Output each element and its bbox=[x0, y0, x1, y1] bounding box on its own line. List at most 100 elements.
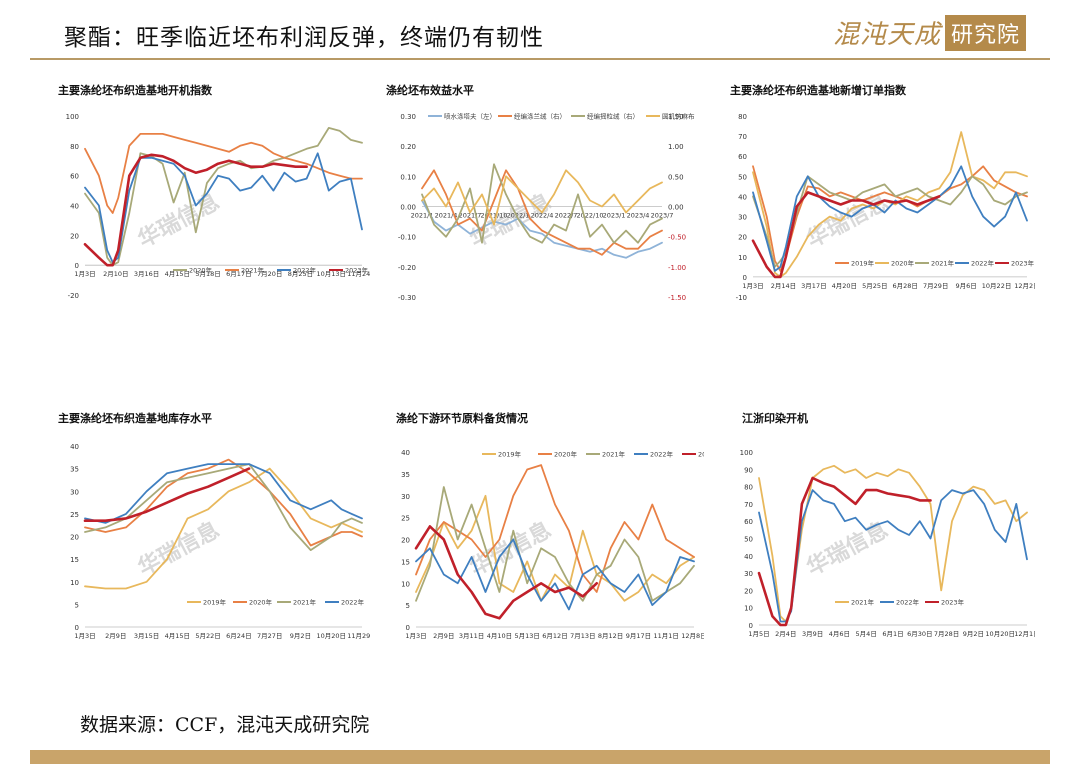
x-tick-label: 7月20日 bbox=[257, 270, 282, 278]
x-tick-label: 6月1日 bbox=[882, 630, 903, 638]
x-tick-label: 11月24日 bbox=[347, 270, 370, 278]
x-tick-label: 10月20日 bbox=[985, 630, 1015, 638]
x-tick-label: 2021/10 bbox=[480, 212, 507, 220]
series-line bbox=[415, 538, 695, 611]
x-tick-label: 2022/7 bbox=[555, 212, 578, 220]
x-tick-label: 9月2日 bbox=[963, 630, 984, 638]
series-line bbox=[84, 458, 363, 547]
y-tick-label: 35 bbox=[70, 466, 79, 474]
series-line bbox=[83, 467, 251, 522]
y2-tick-label: -1.00 bbox=[668, 264, 686, 272]
x-tick-label: 1月3日 bbox=[405, 632, 426, 640]
y-tick-label: 80 bbox=[738, 113, 747, 121]
y-tick-label: 30 bbox=[744, 570, 753, 578]
watermark-text: 华瑞信息 bbox=[134, 189, 224, 253]
y-tick-label: 0.00 bbox=[400, 204, 416, 212]
series-line bbox=[84, 127, 363, 267]
watermark-text: 华瑞信息 bbox=[802, 517, 892, 581]
x-tick-label: 5月22日 bbox=[195, 632, 220, 640]
y-tick-label: 15 bbox=[401, 558, 410, 566]
y-tick-label: 20 bbox=[70, 232, 79, 240]
x-tick-label: 11月29日 bbox=[347, 632, 370, 640]
x-tick-label: 5月4日 bbox=[856, 630, 877, 638]
chart-loom: 华瑞信息 100 80 60 40 20 0 -20 1月3日 2月10日 3月16日 4月15日 5月… bbox=[66, 113, 370, 300]
series-line bbox=[84, 463, 363, 551]
y-tick-label: 30 bbox=[401, 493, 410, 501]
y-tick-label: 25 bbox=[401, 515, 410, 523]
legend-label: 2019年 bbox=[498, 450, 522, 459]
y-tick-label: -0.20 bbox=[398, 264, 416, 272]
series-line bbox=[415, 464, 695, 593]
y2-tick-label: 1.00 bbox=[668, 143, 684, 151]
x-tick-label: 3月16日 bbox=[134, 270, 159, 278]
y-tick-label: 60 bbox=[744, 518, 753, 526]
series-line bbox=[421, 169, 663, 226]
x-tick-label: 2021/1 bbox=[411, 212, 434, 220]
x-tick-label: 9月2日 bbox=[290, 632, 311, 640]
y-tick-label: 50 bbox=[738, 173, 747, 181]
y2-tick-label: -0.50 bbox=[668, 234, 686, 242]
x-tick-label: 8月25日 bbox=[288, 270, 313, 278]
y-tick-label: 5 bbox=[406, 602, 410, 610]
chart-title-inventory: 主要涤纶坯布织造基地库存水平 bbox=[58, 412, 212, 425]
legend-label: 2020年 bbox=[554, 450, 578, 459]
x-tick-label: 1月5日 bbox=[748, 630, 769, 638]
legend-label: 经编摇粒绒（右） bbox=[587, 112, 639, 121]
y-tick-label: 20 bbox=[70, 534, 79, 542]
series-line bbox=[421, 163, 663, 244]
legend-label: 2021年 bbox=[293, 598, 317, 607]
x-tick-label: 6月24日 bbox=[226, 632, 251, 640]
legend-label: 2022年 bbox=[896, 598, 920, 607]
y-tick-label: 0 bbox=[749, 622, 753, 630]
y-tick-label: 20 bbox=[738, 234, 747, 242]
y-tick-label: 25 bbox=[70, 511, 79, 519]
y-tick-label: 10 bbox=[70, 579, 79, 587]
y2-tick-label: 0.00 bbox=[668, 204, 684, 212]
legend-label: 2021年 bbox=[241, 266, 265, 275]
y-tick-label: 10 bbox=[738, 254, 747, 262]
y-tick-label: 0 bbox=[75, 262, 79, 270]
y-tick-label: -0.10 bbox=[398, 234, 416, 242]
x-tick-label: 11月1日 bbox=[653, 632, 678, 640]
y-tick-label: 10 bbox=[401, 580, 410, 588]
y-tick-label: 40 bbox=[70, 203, 79, 211]
series-line bbox=[84, 463, 363, 524]
series-line bbox=[421, 199, 663, 259]
x-tick-label: 12月8日 bbox=[681, 632, 704, 640]
header-rule bbox=[30, 58, 1050, 60]
y-tick-label: 100 bbox=[66, 113, 79, 121]
legend-label: 2021年 bbox=[931, 259, 955, 268]
x-tick-label: 2021/4 bbox=[435, 212, 458, 220]
y-tick-label: 0.20 bbox=[400, 143, 416, 151]
x-tick-label: 2023/1 bbox=[603, 212, 626, 220]
x-tick-label: 10月20日 bbox=[316, 632, 346, 640]
logo-box: 研究院 bbox=[944, 14, 1026, 51]
y2-tick-label: 0.50 bbox=[668, 173, 684, 181]
y-tick-label: 20 bbox=[744, 587, 753, 595]
y-tick-label: 80 bbox=[744, 484, 753, 492]
watermark-text: 华瑞信息 bbox=[134, 517, 224, 581]
y-tick-label: -10 bbox=[736, 294, 747, 302]
x-tick-label: 3月15日 bbox=[134, 632, 159, 640]
x-tick-label: 4月10日 bbox=[487, 632, 512, 640]
x-tick-label: 1月3日 bbox=[742, 282, 763, 290]
y-tick-label: 30 bbox=[70, 488, 79, 496]
x-tick-label: 7月28日 bbox=[934, 630, 959, 638]
series-line bbox=[751, 191, 941, 279]
legend-label: 2020年 bbox=[189, 266, 213, 275]
chart-title-loom: 主要涤纶坯布织造基地开机指数 bbox=[58, 84, 212, 97]
legend-label: 2019年 bbox=[203, 598, 227, 607]
legend-label: 2021年 bbox=[602, 450, 626, 459]
y-tick-label: 30 bbox=[738, 214, 747, 222]
series-line bbox=[757, 476, 932, 627]
y2-tick-label: -1.50 bbox=[668, 294, 686, 302]
y-tick-label: 0 bbox=[75, 624, 79, 632]
series-line bbox=[421, 169, 663, 256]
x-tick-label: 10月13日 bbox=[316, 270, 346, 278]
legend-label: 2022年 bbox=[650, 450, 674, 459]
legend-label: 2019年 bbox=[851, 259, 875, 268]
x-tick-label: 3月11日 bbox=[459, 632, 484, 640]
chart-title-profit: 涤纶坯布效益水平 bbox=[386, 84, 474, 97]
